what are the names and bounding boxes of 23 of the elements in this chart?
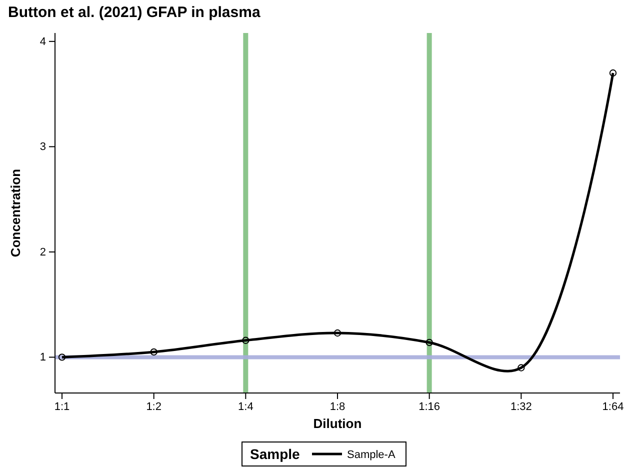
y-tick-label: 2 <box>40 246 46 258</box>
point <box>150 348 158 356</box>
x-tick-label: 1:16 <box>418 400 440 413</box>
x-tick-label: 1:2 <box>146 400 162 413</box>
x-tick-label: 1:4 <box>238 400 254 413</box>
point <box>518 364 525 372</box>
y-tick-label: 1 <box>40 352 46 364</box>
legend-label: Sample-A <box>347 449 396 461</box>
x-axis-title: Dilution <box>313 416 362 431</box>
point <box>242 336 250 344</box>
legend-title: Sample <box>250 446 300 462</box>
point <box>426 338 433 346</box>
x-tick-label: 1:32 <box>510 400 532 413</box>
point <box>334 329 342 337</box>
y-tick-label: 4 <box>40 36 46 48</box>
x-tick-label: 1:8 <box>330 400 346 413</box>
x-tick-label: 1:64 <box>602 400 624 413</box>
chart-title: Button et al. (2021) GFAP in plasma <box>8 4 261 21</box>
y-tick-label: 3 <box>40 141 46 154</box>
y-axis-title: Concentration <box>8 168 23 258</box>
point <box>609 69 617 77</box>
point <box>58 354 66 361</box>
x-tick-label: 1:1 <box>54 400 70 413</box>
